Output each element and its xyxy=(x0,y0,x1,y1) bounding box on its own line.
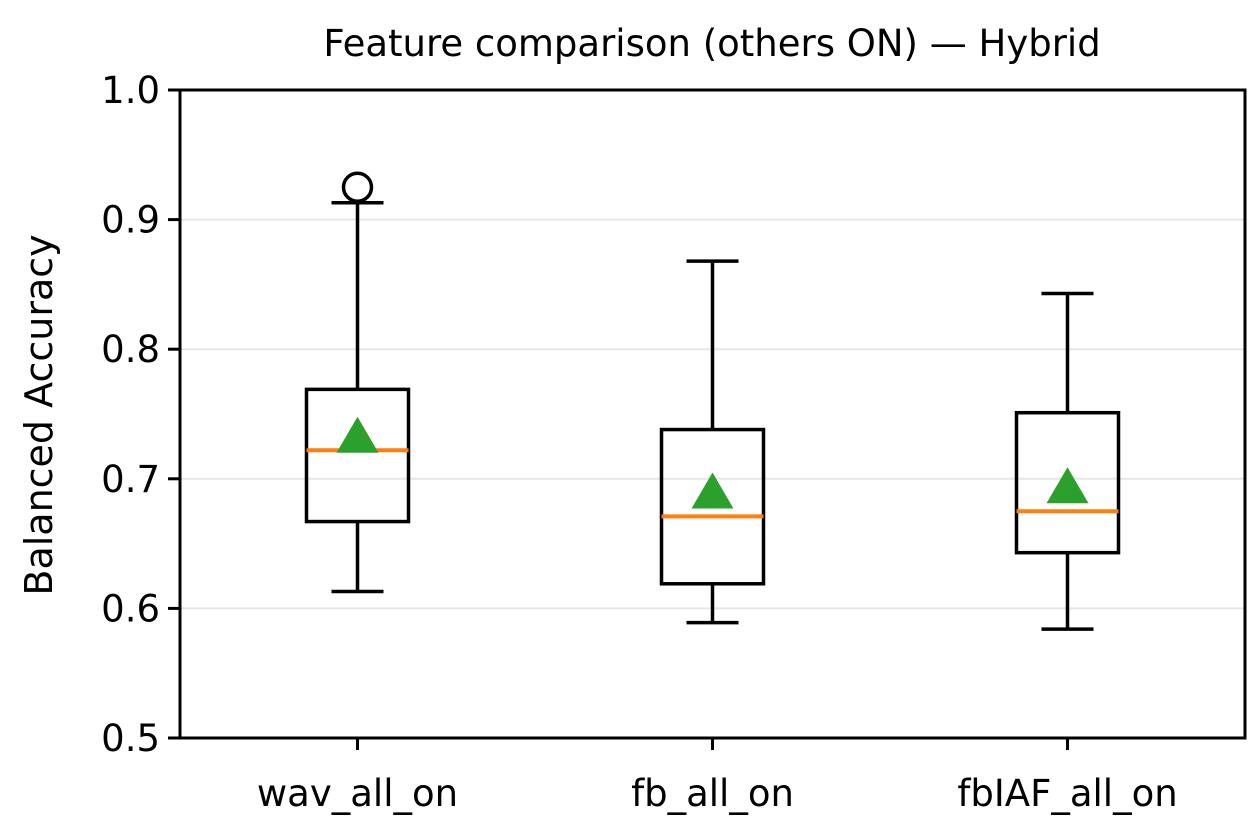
mean-marker xyxy=(336,416,379,453)
y-tick-label: 0.6 xyxy=(101,587,160,630)
mean-marker xyxy=(691,472,734,509)
axis-ticks: 0.5 0.6 0.7 0.8 0.9 1.0 wav_all_on fb_all_on fbI… xyxy=(101,69,1178,815)
x-tick-label: fbIAF_all_on xyxy=(957,772,1177,815)
box-fb_all_on xyxy=(659,259,766,625)
iqr-box xyxy=(659,427,766,586)
outlier-point xyxy=(341,171,374,203)
boxes xyxy=(304,171,1121,631)
y-tick-label: 0.5 xyxy=(101,717,160,760)
x-tick-label: wav_all_on xyxy=(257,772,458,815)
box-wav_all_on xyxy=(304,171,411,594)
y-axis-label: Balanced Accuracy xyxy=(17,234,61,595)
y-tick-label: 1.0 xyxy=(101,69,160,112)
x-tick-label: fb_all_on xyxy=(631,772,794,815)
y-tick-label: 0.8 xyxy=(101,328,160,371)
chart-title: Feature comparison (others ON) — Hybrid xyxy=(323,22,1100,65)
iqr-box xyxy=(1014,410,1121,555)
mean-marker xyxy=(1046,467,1089,504)
box-fbIAF_all_on xyxy=(1014,291,1121,631)
y-tick-label: 0.7 xyxy=(101,458,160,501)
y-tick-label: 0.9 xyxy=(101,199,160,242)
iqr-box xyxy=(304,387,411,524)
